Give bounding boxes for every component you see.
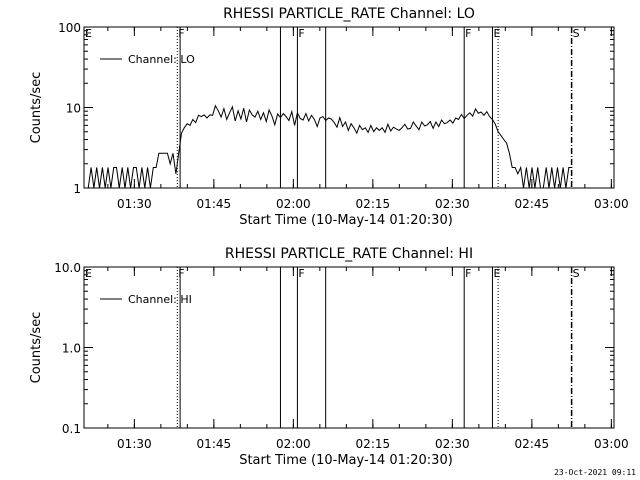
marker-label: E — [85, 27, 92, 40]
y-tick-label: 10.0 — [54, 261, 81, 275]
marker-label: F — [465, 267, 471, 280]
x-tick-label: 01:30 — [117, 197, 152, 211]
marker-label: F — [298, 267, 304, 280]
marker-label: E — [493, 27, 500, 40]
y-tick-label: 1.0 — [62, 342, 81, 356]
marker-label: S — [573, 267, 580, 280]
x-axis-label: Start Time (10-May-14 01:20:30) — [239, 213, 453, 228]
y-tick-label: 10 — [66, 102, 81, 116]
plot-frame — [83, 26, 615, 189]
marker-label: S — [573, 27, 580, 40]
x-tick-label: 03:00 — [594, 197, 629, 211]
y-tick-label: 100 — [58, 21, 81, 35]
marker-label: F — [178, 267, 184, 280]
x-tick-label: 02:30 — [435, 437, 470, 451]
series-line-lo — [87, 104, 572, 189]
chart-title: RHESSI PARTICLE_RATE Channel: HI — [225, 246, 473, 262]
x-tick-label: 03:00 — [594, 437, 629, 451]
lo-channel-panel: RHESSI PARTICLE_RATE Channel: LO Counts/s… — [29, 6, 629, 228]
x-tick-label: 02:00 — [276, 437, 311, 451]
legend-label: Channel: LO — [128, 53, 195, 66]
plot-frame — [83, 266, 615, 429]
legend-label: Channel: HI — [128, 293, 192, 306]
y-axis-label: Counts/sec — [29, 72, 44, 144]
marker-label: F — [465, 27, 471, 40]
marker-label: F — [178, 27, 184, 40]
hi-channel-panel: RHESSI PARTICLE_RATE Channel: HI Counts/s… — [29, 246, 629, 468]
y-tick-label: 0.1 — [62, 422, 81, 436]
timestamp-label: 23-Oct-2021 09:11 — [554, 468, 636, 477]
x-tick-label: 02:00 — [276, 197, 311, 211]
marker-label: E — [493, 267, 500, 280]
marker-label: F — [298, 27, 304, 40]
x-tick-label: 02:30 — [435, 197, 470, 211]
y-axis-label: Counts/sec — [29, 312, 44, 384]
y-tick-label: 1 — [73, 182, 81, 196]
x-tick-label: 01:45 — [197, 437, 232, 451]
marker-label: E — [85, 267, 92, 280]
x-tick-label: 01:30 — [117, 437, 152, 451]
x-tick-label: 02:45 — [515, 437, 550, 451]
x-tick-label: 02:45 — [515, 197, 550, 211]
x-tick-label: 01:45 — [197, 197, 232, 211]
chart-title: RHESSI PARTICLE_RATE Channel: LO — [223, 6, 475, 22]
x-tick-label: 02:15 — [356, 437, 391, 451]
x-tick-label: 02:15 — [356, 197, 391, 211]
x-axis-label: Start Time (10-May-14 01:20:30) — [239, 453, 453, 468]
